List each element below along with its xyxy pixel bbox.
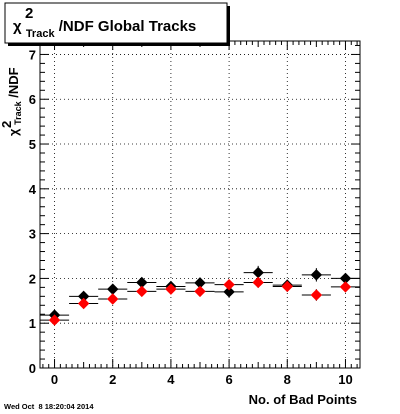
series-1 xyxy=(40,276,360,326)
data-point xyxy=(77,297,90,310)
grid xyxy=(40,41,360,368)
tick-labels: 0 2 4 6 8 10 0 1 2 3 4 5 6 7 xyxy=(29,47,353,387)
y-tick-label: 3 xyxy=(29,227,36,242)
svg-text:χ Track /NDF: χ Track /NDF xyxy=(6,67,24,136)
y-tick-label: 7 xyxy=(29,47,36,62)
axis-ticks xyxy=(40,41,360,369)
y-tick-label: 5 xyxy=(29,137,36,152)
data-point xyxy=(223,286,235,298)
data-point xyxy=(107,283,119,295)
data-point xyxy=(165,283,177,295)
svg-text:χ Track /NDF Glob: χ Track /NDF Global Tracks xyxy=(13,18,196,41)
data-point xyxy=(48,314,61,326)
y-tick-label: 2 xyxy=(29,271,36,286)
data-point xyxy=(281,280,293,293)
title-box-frame xyxy=(4,2,228,44)
x-tick-label: 0 xyxy=(51,372,58,387)
y-tick-label: 6 xyxy=(29,92,36,107)
x-axis-title: No. of Bad Points xyxy=(249,392,357,407)
data-point xyxy=(107,293,119,305)
data-point xyxy=(310,289,323,301)
x-tick-label: 10 xyxy=(338,372,352,387)
series-0 xyxy=(40,265,360,321)
title-box: χ Track /NDF Global Tracks 2 xyxy=(4,2,230,46)
y-axis-title: χ Track /NDF 2 xyxy=(0,67,24,136)
data-point xyxy=(252,276,264,289)
data-point xyxy=(223,278,235,291)
plot-frame xyxy=(39,40,361,369)
y-tick-label: 0 xyxy=(29,361,36,376)
title-subscript: Track xyxy=(26,28,56,40)
x-tick-label: 6 xyxy=(225,372,232,387)
data-point xyxy=(310,269,323,281)
title-rest: /NDF Global Tracks xyxy=(59,18,197,35)
y-tick-label: 1 xyxy=(29,316,36,331)
y-axis-title-subscript: Track xyxy=(13,100,23,125)
data-point xyxy=(252,266,264,279)
data-point xyxy=(339,281,352,293)
x-tick-label: 2 xyxy=(109,372,116,387)
series-layer xyxy=(40,265,360,326)
y-axis-title-superscript: 2 xyxy=(0,121,14,128)
data-point xyxy=(136,285,148,298)
title-chi: χ xyxy=(13,18,22,35)
title-superscript: 2 xyxy=(25,5,33,22)
y-axis-title-chi: χ xyxy=(6,128,21,136)
data-point xyxy=(194,285,206,298)
timestamp: Wed Oct 8 18:20:04 2014 xyxy=(4,402,94,411)
x-tick-label: 4 xyxy=(167,372,175,387)
x-tick-label: 8 xyxy=(284,372,291,387)
y-axis-title-rest: /NDF xyxy=(6,67,21,97)
y-tick-label: 4 xyxy=(29,182,37,197)
